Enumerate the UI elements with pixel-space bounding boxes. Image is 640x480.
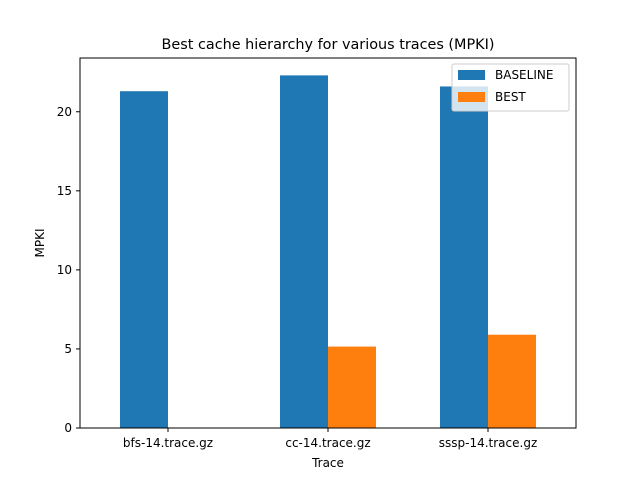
x-tick-label: sssp-14.trace.gz [439, 436, 538, 450]
bars-group [120, 75, 536, 429]
x-axis: bfs-14.trace.gz cc-14.trace.gz sssp-14.tra… [123, 428, 537, 450]
y-tick-label: 20 [57, 105, 72, 119]
chart-title: Best cache hierarchy for various traces … [162, 37, 495, 53]
plot-frame [79, 57, 577, 429]
legend-label-baseline: BASELINE [495, 68, 553, 82]
x-tick-label: bfs-14.trace.gz [123, 436, 213, 450]
legend-label-best: BEST [495, 90, 526, 104]
y-axis: 0 5 10 15 20 [57, 105, 80, 435]
legend-swatch-best [458, 92, 485, 102]
legend-swatch-baseline [458, 70, 485, 80]
y-tick-label: 5 [64, 342, 72, 356]
y-tick-label: 10 [57, 263, 72, 277]
x-axis-label: Trace [311, 456, 344, 470]
bar-baseline-0 [120, 91, 168, 428]
y-tick-label: 0 [64, 421, 72, 435]
x-tick-label: cc-14.trace.gz [285, 436, 370, 450]
bar-baseline-2 [440, 86, 488, 428]
y-tick-label: 15 [57, 184, 72, 198]
legend: BASELINE BEST [451, 63, 570, 112]
bar-best-2 [488, 334, 536, 428]
bar-baseline-1 [280, 75, 328, 429]
y-axis-label: MPKI [33, 229, 47, 258]
bar-best-1 [328, 346, 376, 428]
